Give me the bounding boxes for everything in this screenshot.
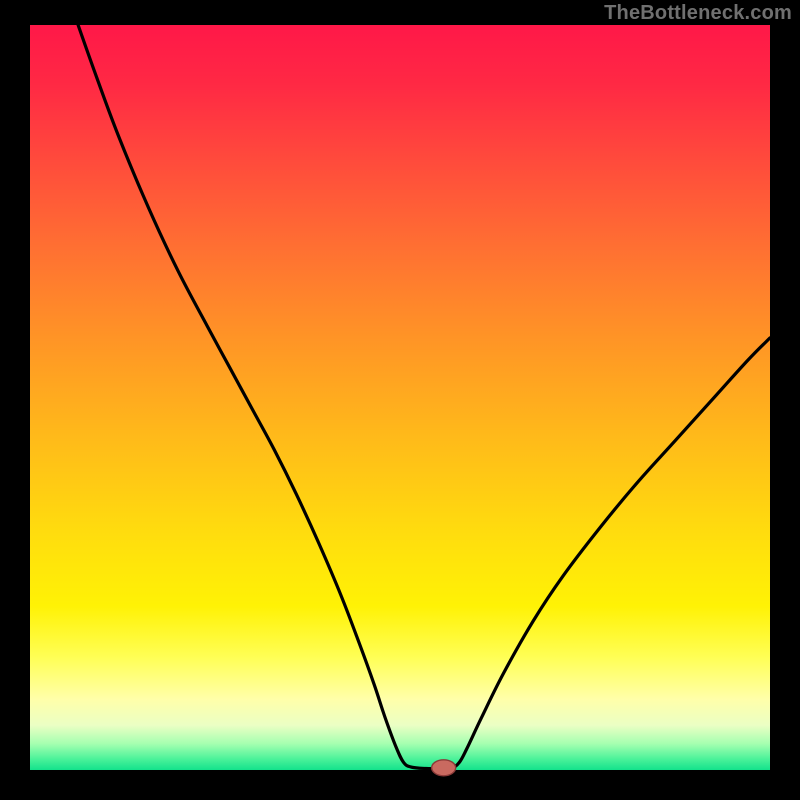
optimal-point-marker <box>432 760 456 776</box>
bottleneck-gradient-chart <box>0 0 800 800</box>
watermark-text: TheBottleneck.com <box>604 2 792 25</box>
plot-background-gradient <box>30 25 770 770</box>
chart-container: TheBottleneck.com <box>0 0 800 800</box>
